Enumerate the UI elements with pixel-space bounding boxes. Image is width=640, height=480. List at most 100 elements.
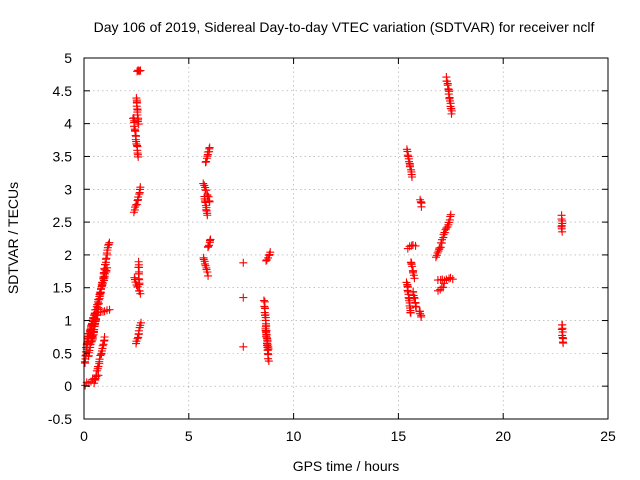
data-point (406, 308, 415, 317)
data-point (133, 334, 142, 343)
data-point (446, 210, 455, 219)
data-point (130, 273, 139, 282)
data-point (104, 240, 113, 249)
data-point (90, 311, 99, 320)
data-point (559, 339, 568, 348)
data-point (417, 312, 426, 321)
data-point (440, 279, 449, 288)
data-point (92, 366, 101, 375)
x-tick-label: 20 (495, 428, 511, 444)
data-point (443, 222, 452, 231)
data-point (89, 314, 98, 323)
data-point (402, 278, 411, 287)
data-point (410, 274, 419, 283)
data-point (205, 143, 214, 152)
data-point (410, 294, 419, 303)
data-point (88, 336, 97, 345)
data-point (445, 274, 454, 283)
y-tick-label: 1 (64, 313, 72, 329)
data-point (439, 230, 448, 239)
data-point (101, 269, 110, 278)
data-point (96, 288, 105, 297)
y-tick-label: -0.5 (48, 411, 72, 427)
data-point (136, 318, 145, 327)
data-point (136, 183, 145, 192)
plot-frame (83, 57, 609, 420)
data-point (403, 151, 412, 160)
y-tick-label: 1.5 (53, 280, 73, 296)
data-point (411, 241, 420, 250)
data-point (412, 303, 421, 312)
data-point (443, 81, 452, 90)
data-point (96, 351, 105, 360)
data-point (407, 260, 416, 269)
data-point (91, 374, 100, 383)
x-tick-label: 0 (80, 428, 88, 444)
y-tick-label: 2 (64, 247, 72, 263)
data-point (558, 227, 567, 236)
data-point (200, 181, 209, 190)
y-tick-label: 4 (64, 116, 72, 132)
data-point (103, 263, 112, 272)
data-point (239, 258, 248, 267)
data-point (98, 281, 107, 290)
data-point (444, 90, 453, 99)
data-point (204, 271, 213, 280)
data-point (448, 275, 457, 284)
data-point (100, 332, 109, 341)
data-point (407, 173, 416, 182)
data-point (203, 268, 212, 277)
data-point (202, 157, 211, 166)
tick-marks (83, 57, 609, 420)
data-point (105, 305, 114, 314)
data-point (264, 357, 273, 366)
data-point (136, 66, 145, 75)
y-tick-label: 2.5 (53, 214, 73, 230)
x-tick-labels: 0 5 10 15 20 25 (80, 428, 616, 444)
x-tick-label: 15 (391, 428, 407, 444)
data-point (135, 280, 144, 289)
y-tick-label: 5 (64, 50, 72, 66)
data-point (445, 94, 454, 103)
data-point (98, 279, 107, 288)
data-point (134, 152, 143, 161)
y-tick-label: 3.5 (53, 148, 73, 164)
data-point (200, 259, 209, 268)
data-point (202, 186, 211, 195)
y-tick-label: 3 (64, 181, 72, 197)
y-tick-labels: -0.5 0 0.5 1 1.5 2 2.5 3 3.5 4 4.5 5 (48, 50, 72, 427)
data-point (239, 342, 248, 351)
x-axis-label: GPS time / hours (293, 458, 400, 474)
data-point (417, 202, 426, 211)
chart-title: Day 106 of 2019, Sidereal Day-to-day VTE… (94, 19, 595, 35)
data-point (95, 355, 104, 364)
data-point (408, 262, 417, 271)
data-point (98, 341, 107, 350)
y-tick-label: 0 (64, 378, 72, 394)
y-tick-label: 4.5 (53, 83, 73, 99)
data-point (205, 197, 214, 206)
data-point (201, 261, 210, 270)
y-tick-label: 0.5 (53, 345, 73, 361)
data-point (131, 201, 140, 210)
data-point (199, 179, 208, 188)
data-point (264, 344, 273, 353)
data-point (431, 253, 440, 262)
data-point (239, 293, 248, 302)
data-point (411, 302, 420, 311)
data-point (204, 242, 213, 251)
plot-points (80, 66, 568, 390)
data-point (136, 289, 145, 298)
x-tick-label: 10 (286, 428, 302, 444)
data-point (416, 309, 425, 318)
data-point (92, 371, 101, 380)
data-point (134, 120, 143, 129)
data-point (433, 248, 442, 257)
data-point (439, 283, 448, 292)
data-point (203, 211, 212, 220)
grid-lines (84, 58, 608, 419)
data-point (206, 235, 215, 244)
x-tick-label: 5 (185, 428, 193, 444)
data-point (132, 200, 141, 209)
